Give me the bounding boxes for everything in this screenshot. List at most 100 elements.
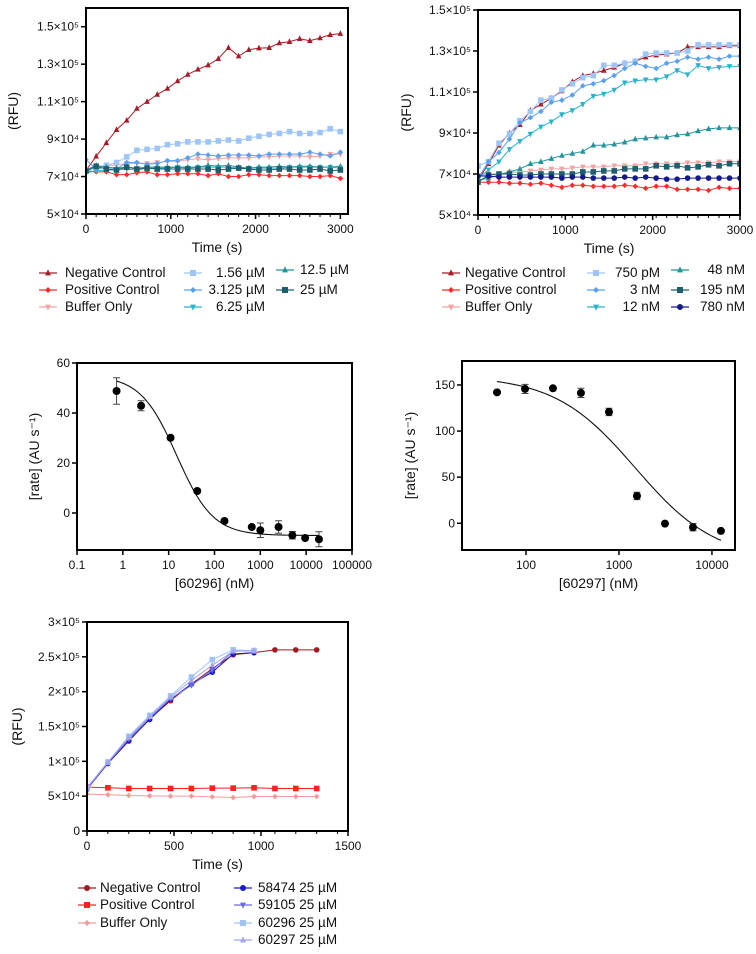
- legend-marker-icon: [190, 287, 196, 293]
- data-point: [716, 163, 722, 169]
- data-point: [112, 387, 121, 395]
- y-tick-label: 5×10⁴: [439, 208, 471, 222]
- data-point: [642, 161, 649, 168]
- data-point: [209, 656, 216, 663]
- data-point: [188, 785, 195, 792]
- data-point: [569, 171, 576, 177]
- data-point: [293, 793, 299, 800]
- legend-label: 3 nM: [630, 282, 660, 297]
- series-12-nm: [478, 63, 740, 182]
- series-negative-control: [86, 30, 344, 173]
- data-point: [125, 734, 132, 740]
- data-point: [590, 169, 597, 175]
- data-point: [296, 130, 303, 137]
- legend-marker-icon: [45, 269, 51, 276]
- legend-label: Negative Control: [100, 880, 201, 895]
- data-point: [266, 154, 272, 161]
- data-point: [632, 166, 638, 172]
- data-point: [632, 60, 638, 67]
- data-point: [517, 119, 523, 126]
- data-point: [307, 154, 313, 161]
- x-tick-label: 10000: [289, 558, 323, 572]
- data-point: [337, 167, 344, 173]
- data-point: [478, 163, 481, 169]
- data-point: [251, 785, 257, 791]
- plot-frame: [86, 621, 349, 832]
- data-point: [245, 135, 252, 141]
- data-point: [164, 171, 171, 178]
- x-axis-label: [60297] (nM): [559, 575, 638, 591]
- data-point: [580, 83, 586, 89]
- data-point: [611, 62, 618, 69]
- plot-area: [493, 381, 725, 541]
- data-point: [716, 56, 722, 62]
- x-tick-label: 100: [204, 558, 224, 572]
- data-point: [611, 72, 618, 79]
- data-point: [517, 174, 523, 180]
- legend-label: Buffer Only: [465, 299, 533, 314]
- fit-curve: [116, 380, 319, 536]
- legend-marker-icon: [677, 304, 683, 310]
- data-point: [632, 491, 641, 500]
- x-tick-label: 1: [119, 558, 126, 572]
- data-point: [716, 42, 722, 48]
- data-point: [225, 44, 232, 50]
- data-point: [726, 175, 733, 181]
- data-point: [337, 175, 344, 182]
- legend-item: 12.5 µM: [276, 262, 349, 277]
- data-point: [580, 164, 586, 171]
- data-point: [93, 152, 99, 159]
- data-point: [674, 131, 680, 138]
- data-point: [134, 105, 140, 111]
- data-point: [642, 174, 649, 180]
- data-point: [113, 126, 120, 132]
- data-point: [527, 174, 534, 180]
- data-point: [225, 173, 232, 180]
- data-point: [154, 166, 161, 172]
- x-axis-label: Time (s): [192, 239, 243, 255]
- data-point: [600, 141, 607, 148]
- data-point: [506, 147, 513, 153]
- y-tick-label: 1.3×10⁵: [37, 57, 79, 71]
- data-point: [653, 175, 659, 181]
- legend-label: Buffer Only: [100, 915, 168, 930]
- x-tick-label: 3000: [727, 223, 754, 237]
- data-point: [580, 169, 586, 175]
- data-point: [632, 183, 638, 190]
- data-point: [716, 175, 722, 181]
- data-point: [301, 534, 310, 542]
- data-point: [225, 161, 232, 168]
- legend-marker-icon: [240, 936, 246, 943]
- data-point: [296, 151, 303, 157]
- data-point: [293, 785, 299, 792]
- data-point: [272, 793, 278, 800]
- data-point: [695, 160, 701, 167]
- legend-label: 1.56 µM: [216, 265, 265, 280]
- data-point: [307, 162, 313, 169]
- data-point: [611, 168, 618, 174]
- data-point: [600, 67, 607, 73]
- data-point: [538, 174, 544, 180]
- data-point: [235, 155, 242, 162]
- legend-item: Negative Control: [39, 265, 166, 280]
- data-point: [266, 172, 272, 179]
- data-point: [580, 102, 586, 108]
- y-tick-label: 1.1×10⁵: [37, 95, 79, 109]
- data-point: [506, 136, 513, 142]
- chart-panel-4: 0 5×10⁴ 1×10⁵ 1.5×10⁵ 2×10⁵ 2.5×10⁵ 3×10⁵ 0 500 1…: [9, 615, 362, 947]
- data-point: [184, 155, 191, 161]
- data-point: [485, 179, 492, 185]
- legend-label: Positive control: [465, 282, 557, 297]
- data-point: [590, 72, 597, 79]
- y-tick-label: 3×10⁵: [48, 615, 80, 629]
- data-point: [195, 156, 201, 163]
- data-point: [146, 713, 153, 719]
- legend-item: 60297 25 µM: [234, 932, 337, 947]
- legend-marker-icon: [448, 304, 454, 311]
- data-point: [256, 526, 265, 535]
- data-point: [184, 139, 191, 145]
- legend-label: 12 nM: [622, 299, 660, 314]
- data-point: [167, 785, 174, 792]
- y-axis-label: [rate] (AU s⁻¹): [402, 412, 418, 500]
- plot-frame: [477, 9, 741, 216]
